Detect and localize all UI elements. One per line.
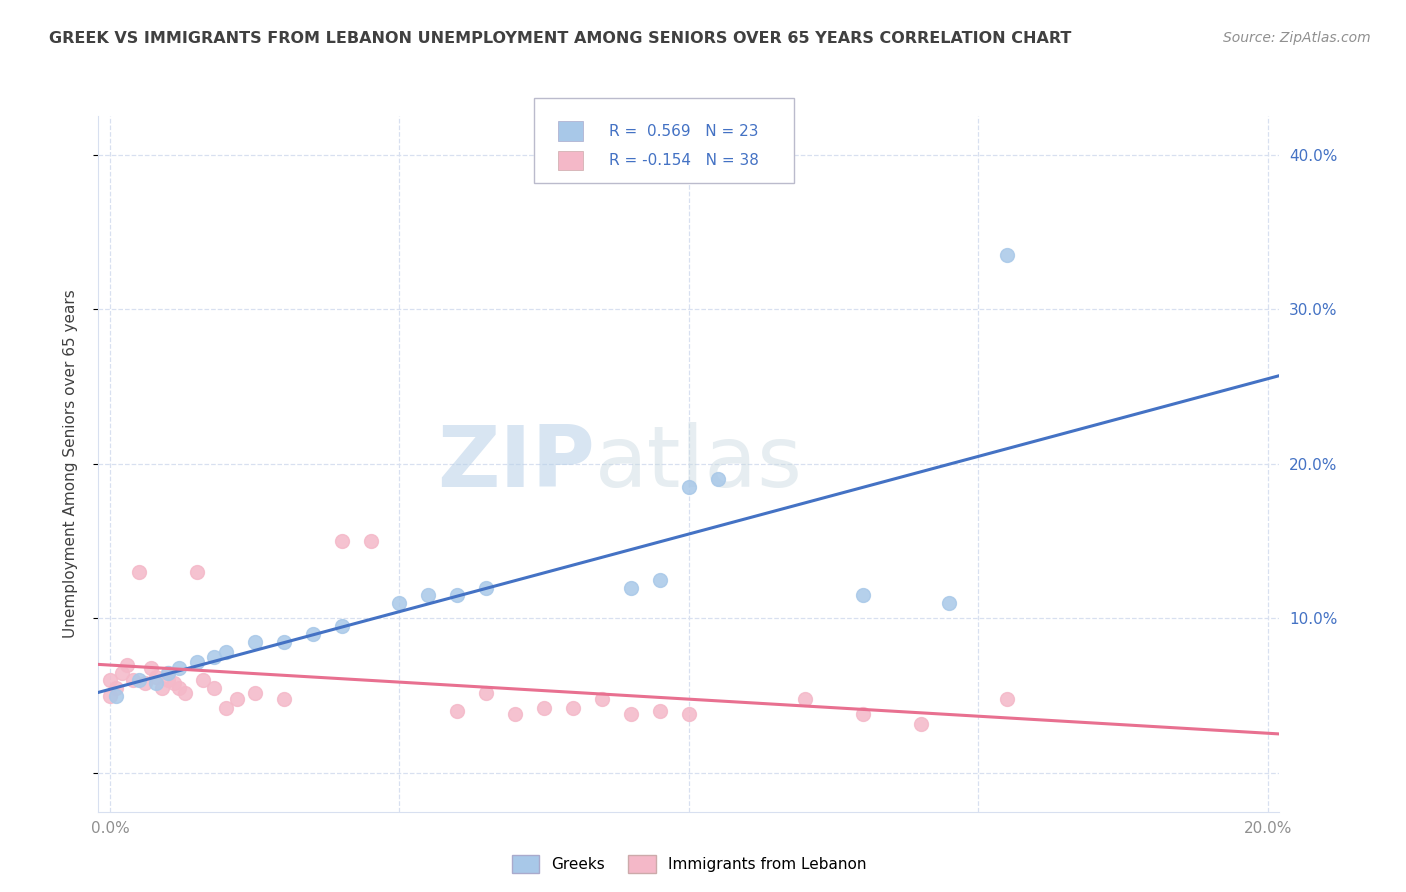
Point (301, 627, 323, 641)
Point (139, 661, 162, 675)
Point (156, 673, 179, 688)
Point (648, 573, 671, 587)
Point (98, 689, 121, 703)
Point (145, 670, 167, 684)
Point (620, 707, 643, 722)
Point (446, 704, 468, 718)
Point (330, 534, 353, 549)
Point (475, 581, 498, 595)
Point (186, 655, 208, 669)
Point (852, 707, 875, 722)
Point (215, 645, 238, 659)
Point (620, 581, 643, 595)
Point (104, 689, 127, 703)
Point (134, 676, 156, 690)
Point (174, 686, 197, 700)
Y-axis label: Unemployment Among Seniors over 65 years: Unemployment Among Seniors over 65 years (63, 290, 77, 638)
Point (169, 681, 191, 695)
Point (243, 634, 266, 648)
Point (156, 665, 179, 680)
Point (360, 534, 382, 549)
Point (678, 707, 700, 722)
Point (202, 650, 225, 665)
Point (533, 701, 555, 715)
Point (150, 681, 173, 695)
Point (910, 716, 932, 731)
Point (186, 565, 208, 579)
Point (330, 619, 353, 633)
Point (995, 691, 1018, 706)
Point (128, 565, 150, 579)
Point (273, 691, 295, 706)
Point (852, 588, 875, 602)
Point (446, 588, 468, 602)
Point (678, 480, 700, 494)
Point (145, 676, 167, 690)
Point (191, 673, 214, 688)
Point (418, 588, 440, 602)
Point (707, 472, 730, 486)
Point (215, 701, 238, 715)
Text: ZIP: ZIP (437, 422, 595, 506)
Point (98, 673, 121, 688)
Text: GREEK VS IMMIGRANTS FROM LEBANON UNEMPLOYMENT AMONG SENIORS OVER 65 YEARS CORREL: GREEK VS IMMIGRANTS FROM LEBANON UNEMPLO… (49, 31, 1071, 46)
Point (648, 704, 671, 718)
Point (995, 248, 1018, 262)
Point (475, 686, 498, 700)
Point (122, 673, 145, 688)
Point (226, 691, 249, 706)
Point (117, 657, 139, 672)
Text: Source: ZipAtlas.com: Source: ZipAtlas.com (1223, 31, 1371, 45)
Point (388, 596, 411, 610)
Point (163, 676, 186, 690)
Legend: Greeks, Immigrants from Lebanon: Greeks, Immigrants from Lebanon (503, 847, 875, 880)
Text: atlas: atlas (595, 422, 803, 506)
Point (243, 686, 266, 700)
Point (591, 691, 613, 706)
Point (169, 661, 191, 675)
Point (128, 673, 150, 688)
Point (104, 681, 127, 695)
Point (793, 691, 815, 706)
Point (110, 665, 132, 680)
Text: R = -0.154   N = 38: R = -0.154 N = 38 (609, 153, 759, 168)
Point (562, 701, 585, 715)
Point (938, 596, 960, 610)
Point (202, 681, 225, 695)
Point (503, 707, 526, 722)
Point (156, 665, 179, 680)
Point (273, 634, 295, 648)
Text: R =  0.569   N = 23: R = 0.569 N = 23 (609, 124, 758, 138)
